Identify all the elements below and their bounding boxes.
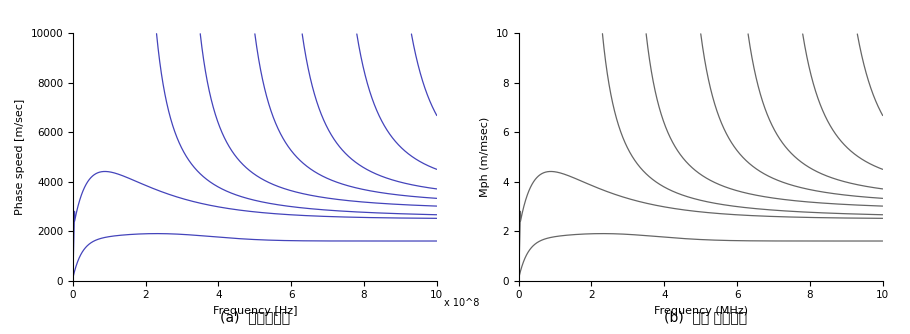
Y-axis label: Phase speed [m/sec]: Phase speed [m/sec]: [15, 99, 25, 215]
Y-axis label: Mph (m/msec): Mph (m/msec): [480, 117, 490, 197]
Text: (b)  상용 프로그램: (b) 상용 프로그램: [663, 310, 747, 324]
Text: x 10^8: x 10^8: [444, 298, 480, 308]
Text: (a)  전단행렬법: (a) 전단행렬법: [219, 310, 290, 324]
X-axis label: Frequency (MHz): Frequency (MHz): [653, 306, 748, 316]
X-axis label: Frequency [Hz]: Frequency [Hz]: [213, 306, 297, 316]
